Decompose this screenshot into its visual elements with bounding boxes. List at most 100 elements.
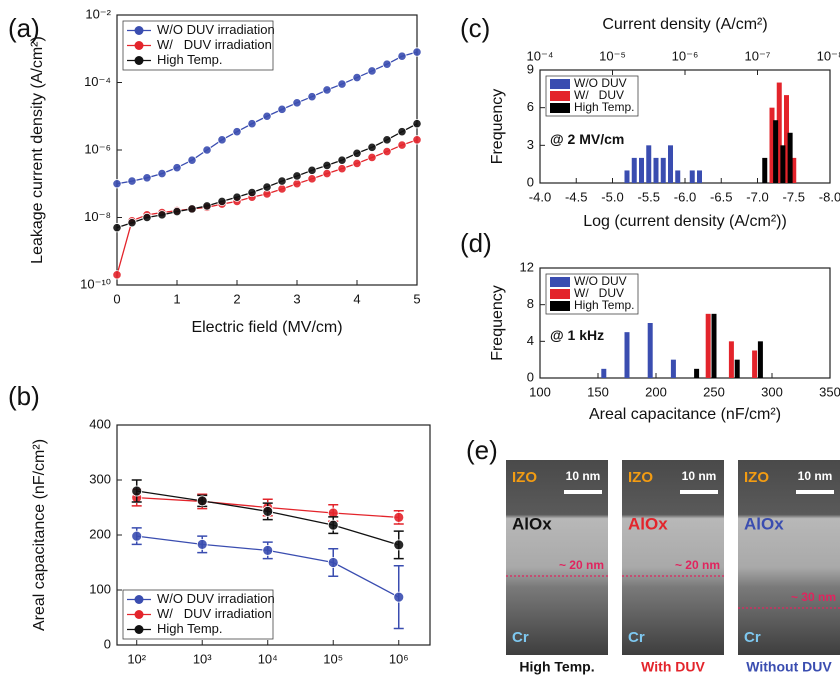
x2-tick-label: 10⁻⁷ <box>744 48 770 63</box>
y-tick-label: 8 <box>527 296 534 311</box>
legend-label: W/O DUV irradiation <box>157 22 275 37</box>
marker <box>112 270 122 280</box>
x2-axis-title: Current density (A/cm²) <box>602 16 767 33</box>
legend-swatch <box>550 301 570 311</box>
marker <box>352 148 362 158</box>
marker <box>232 192 242 202</box>
bar <box>647 323 653 378</box>
legend-swatch <box>550 277 570 287</box>
marker <box>393 512 405 523</box>
y-tick-label: 4 <box>527 333 534 348</box>
x-tick-label: 10³ <box>193 651 212 666</box>
x-tick-label: -4.5 <box>565 189 587 204</box>
y-tick-label: 10⁻² <box>85 6 111 21</box>
marker <box>292 171 302 181</box>
x-tick-label: 1 <box>173 291 180 306</box>
middle-layer: AlOx <box>628 514 668 533</box>
bar <box>705 313 711 378</box>
thickness: ~ 30 nm <box>791 590 836 604</box>
bar <box>711 313 717 378</box>
marker <box>202 145 212 155</box>
marker <box>412 119 422 129</box>
marker <box>247 119 257 129</box>
bar <box>668 145 673 183</box>
marker <box>127 218 137 228</box>
y-axis-title: Leakage current density (A/cm²) <box>29 36 46 264</box>
x-tick-label: 10² <box>127 651 146 666</box>
bar <box>773 120 779 183</box>
marker <box>277 176 287 186</box>
y-tick-label: 10⁻⁸ <box>84 209 111 224</box>
x-tick-label: -6.5 <box>710 189 732 204</box>
marker <box>142 212 152 223</box>
legend-label: W/ DUV <box>574 286 624 300</box>
x-tick-label: -5.0 <box>601 189 623 204</box>
legend-swatch <box>550 289 570 299</box>
marker <box>337 155 347 165</box>
bar <box>780 145 786 183</box>
legend-label: W/ DUV irradiation <box>157 606 272 621</box>
marker <box>262 111 272 121</box>
legend-label: High Temp. <box>574 100 634 114</box>
x-tick-label: 10⁶ <box>389 651 409 666</box>
marker <box>262 545 274 556</box>
marker <box>277 184 287 194</box>
legend-marker <box>134 610 144 619</box>
bar <box>769 107 775 183</box>
x2-tick-label: 10⁻⁶ <box>672 48 699 63</box>
bar <box>757 341 763 378</box>
marker <box>367 66 377 76</box>
x-tick-label: -5.5 <box>638 189 660 204</box>
top-layer: IZO <box>744 469 769 486</box>
x2-tick-label: 10⁻⁴ <box>527 48 554 63</box>
marker <box>352 72 362 83</box>
y-tick-label: 300 <box>89 471 111 486</box>
x-tick-label: -6.0 <box>674 189 696 204</box>
x-tick-label: 150 <box>587 384 609 399</box>
y-tick-label: 10⁻⁶ <box>84 141 111 156</box>
legend-label: W/ DUV irradiation <box>157 37 272 52</box>
x2-tick-label: 10⁻⁵ <box>599 48 626 63</box>
x-tick-label: 4 <box>353 291 360 306</box>
marker <box>367 152 377 163</box>
legend-label: High Temp. <box>574 298 634 312</box>
marker <box>157 210 167 220</box>
legend-label: W/ DUV <box>574 88 624 102</box>
legend-label: High Temp. <box>157 52 223 67</box>
bar <box>762 157 768 183</box>
y-axis-title: Areal capacitance (nF/cm²) <box>31 439 48 631</box>
bar <box>639 157 644 183</box>
bar <box>787 132 793 183</box>
y-tick-label: 3 <box>527 137 534 152</box>
legend-label: W/O DUV <box>574 274 627 288</box>
marker <box>322 168 332 179</box>
legend-swatch <box>550 103 570 113</box>
bar <box>646 145 652 183</box>
legend-marker <box>134 56 144 65</box>
y-tick-label: 0 <box>527 369 534 384</box>
y-tick-label: 12 <box>520 259 534 274</box>
tem-image <box>738 460 840 655</box>
bar <box>624 170 630 183</box>
marker <box>307 165 317 175</box>
legend-label: W/O DUV <box>574 76 627 90</box>
middle-layer: AlOx <box>512 514 552 533</box>
bar <box>653 157 659 183</box>
legend-marker <box>134 41 144 50</box>
scale-label: 10 nm <box>682 469 717 483</box>
bottom-layer: Cr <box>512 629 529 646</box>
marker <box>367 142 377 152</box>
annotation: @ 2 MV/cm <box>550 131 624 147</box>
x-tick-label: 200 <box>645 384 667 399</box>
x-tick-label: 5 <box>413 291 420 306</box>
marker <box>247 187 257 198</box>
marker <box>397 127 407 137</box>
y-axis-title: Frequency <box>489 285 506 361</box>
marker <box>232 127 242 137</box>
scale-bar <box>796 490 834 494</box>
marker <box>292 98 302 108</box>
y-tick-label: 9 <box>527 61 534 76</box>
marker <box>382 135 392 145</box>
bar <box>694 368 700 378</box>
